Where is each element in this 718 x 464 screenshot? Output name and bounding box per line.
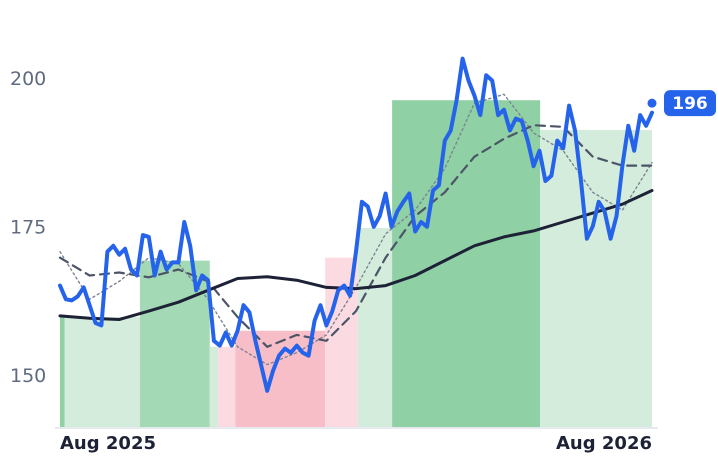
last-dot — [647, 98, 657, 108]
band — [392, 100, 541, 428]
y-tick-label: 200 — [10, 68, 46, 90]
band — [540, 129, 652, 427]
band — [218, 346, 236, 427]
x-tick-label: Aug 2026 — [556, 433, 652, 454]
last-label: 196 — [672, 94, 708, 114]
series-line — [58, 189, 654, 321]
x-tick-label: Aug 2025 — [60, 433, 156, 454]
band — [64, 317, 140, 427]
band — [209, 346, 219, 427]
series-line — [58, 56, 654, 393]
series-line — [58, 124, 654, 348]
y-tick-label: 150 — [10, 365, 46, 387]
band — [357, 227, 393, 427]
last-badge — [664, 90, 716, 117]
series-line — [59, 93, 653, 366]
band — [60, 317, 65, 427]
y-tick-label: 175 — [10, 216, 46, 238]
